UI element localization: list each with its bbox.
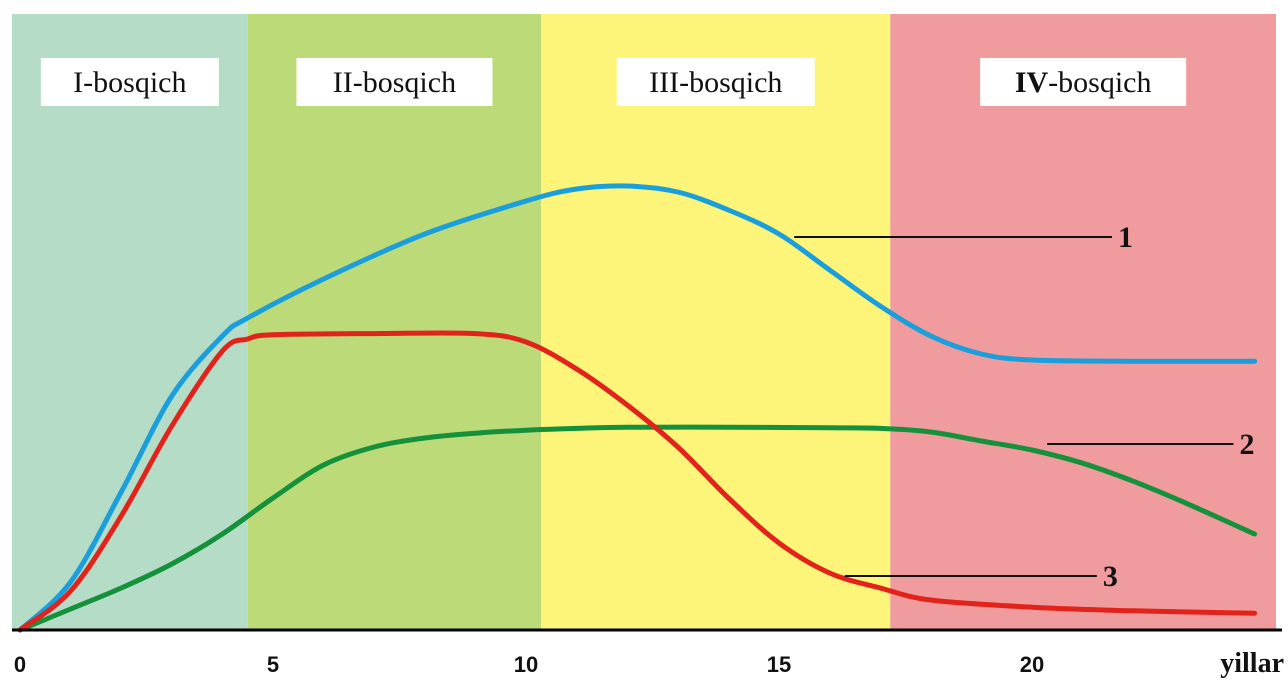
stage-band-4 [890, 14, 1276, 630]
stage-label-4: IV-bosqich [1015, 66, 1152, 99]
series-line-3 [17, 330, 1258, 633]
stage-label-2: II-bosqich [333, 66, 456, 99]
series-leader-lines: 1 2 3 [794, 221, 1254, 593]
x-tick-label: 10 [514, 652, 538, 677]
stage-label-suffix: -bosqich [353, 66, 456, 99]
x-tick-label: 15 [767, 652, 791, 677]
series-line-1 [17, 183, 1258, 633]
stage-bands [12, 14, 1276, 630]
series-label-1: 1 [1118, 221, 1133, 254]
stage-band-2 [247, 14, 542, 630]
stage-label-box-2 [296, 58, 493, 106]
stage-label-box-1 [40, 58, 219, 106]
x-tick-label: 0 [14, 652, 26, 677]
stage-band-1 [12, 14, 248, 630]
x-tick-label: 20 [1020, 652, 1044, 677]
stage-label-suffix: -bosqich [679, 66, 782, 99]
stage-label-numeral: II [333, 66, 353, 99]
x-axis-unit-label: yillar [1220, 648, 1284, 679]
series-label-2: 2 [1239, 428, 1254, 461]
x-tick-labels: 0 5 10 15 20 [14, 652, 1044, 677]
stage-label-box-3 [616, 58, 815, 106]
stage-label-numeral: III [649, 66, 679, 99]
stage-label-numeral: I [73, 66, 83, 99]
stage-label-box-4 [980, 58, 1187, 106]
series-line-2 [17, 424, 1258, 633]
series-curves [17, 183, 1258, 633]
stage-band-3 [541, 14, 891, 630]
series-label-3: 3 [1103, 560, 1118, 593]
stage-label-1: I-bosqich [73, 66, 186, 99]
stage-label-3: III-bosqich [649, 66, 782, 99]
stage-label-suffix: -bosqich [83, 66, 186, 99]
stage-labels: I-bosqich II-bosqich III-bosqich IV-bosqich [40, 58, 1187, 106]
stage-label-numeral: IV [1015, 66, 1049, 99]
x-tick-label: 5 [267, 652, 279, 677]
stage-label-suffix: -bosqich [1048, 66, 1151, 99]
